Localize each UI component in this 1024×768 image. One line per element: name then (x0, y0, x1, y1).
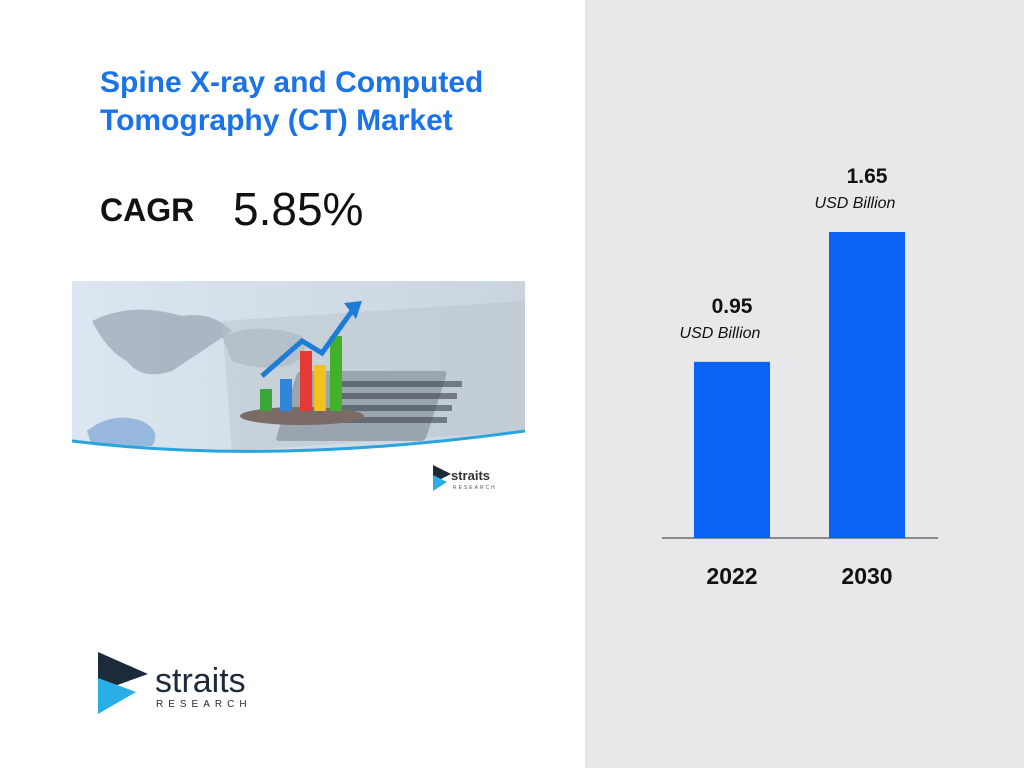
hero-illustration (72, 281, 525, 466)
chart-panel (585, 0, 1024, 768)
brand-name: straits (155, 662, 246, 700)
brand-tagline: RESEARCH (156, 699, 252, 710)
brand-logo: straits RESEARCH (98, 652, 268, 716)
small-brand-name: straits (451, 468, 491, 483)
brand-chevron-icon (433, 465, 451, 491)
brand-chevron-icon (98, 652, 148, 714)
small-brand-logo: straits RESEARCH (433, 465, 513, 495)
cagr-value: 5.85% (233, 183, 364, 235)
small-brand-tagline: RESEARCH (453, 485, 497, 491)
cagr-label: CAGR (100, 192, 195, 228)
report-title: Spine X-ray and Computed Tomography (CT)… (100, 66, 484, 137)
